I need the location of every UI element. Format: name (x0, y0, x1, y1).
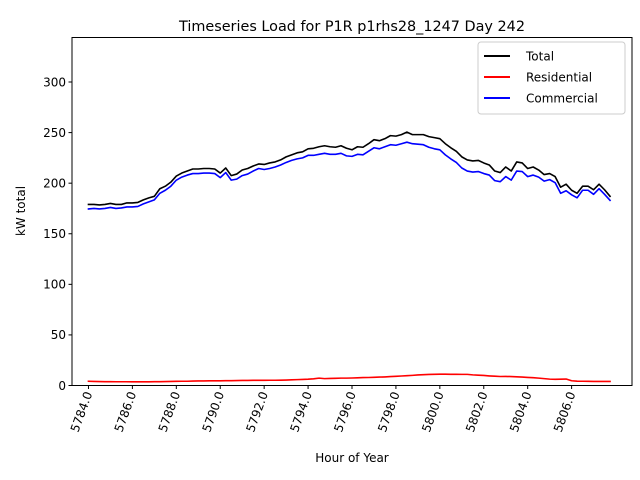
y-tick-label: 300 (43, 75, 66, 89)
series-layer (87, 131, 612, 383)
plot-frame (71, 37, 633, 386)
y-tick-label: 50 (51, 328, 66, 342)
y-tick-label: 150 (43, 227, 66, 241)
y-axis-label: kW total (14, 186, 28, 236)
chart-title: Timeseries Load for P1R p1rhs28_1247 Day… (178, 19, 525, 35)
legend-box (477, 41, 626, 115)
series-line-residential (87, 373, 611, 383)
series-line-total (87, 131, 612, 206)
legend-label-commercial: Commercial (526, 92, 598, 106)
series-line-commercial (87, 141, 612, 210)
legend-label-total: Total (525, 50, 554, 64)
x-axis-label: Hour of Year (315, 451, 389, 465)
y-tick-label: 100 (43, 278, 66, 292)
legend: Total Residential Commercial (477, 41, 626, 115)
legend-label-residential: Residential (526, 71, 592, 85)
y-tick-label: 200 (43, 176, 66, 190)
y-tick-label: 0 (58, 379, 66, 393)
y-tick-label: 250 (43, 126, 66, 140)
